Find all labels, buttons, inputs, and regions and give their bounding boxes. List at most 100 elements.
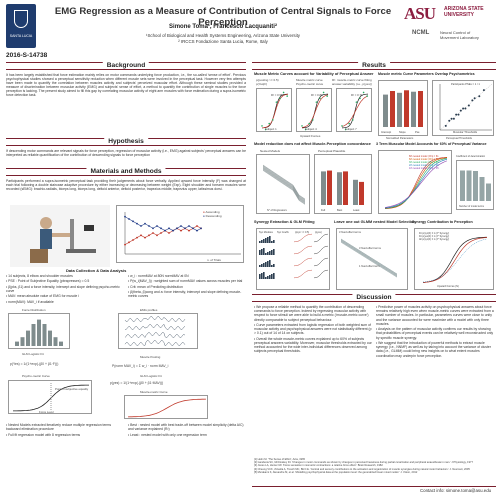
background-text: It has been largely established that for… (6, 73, 246, 98)
perceptual-plausible-chart (321, 170, 364, 205)
psychometric-title: Psycho-metric Curve (22, 374, 50, 378)
series-line-ascending (124, 225, 202, 245)
muscle-metric-curve-chart (127, 398, 207, 418)
force-distribution-panel (8, 313, 70, 349)
nested-curve (384, 158, 448, 209)
crest-icon (14, 10, 28, 28)
emg-profiles-chart (124, 316, 186, 346)
data-point (128, 241, 130, 244)
discussion-item: • We propose a reliable method to quanti… (254, 305, 369, 322)
scatter-point (450, 117, 453, 120)
coefficient-label: Coefficient of determination (456, 155, 486, 158)
muscle-curves-title: Muscle Metric Curves account for Variabi… (254, 72, 374, 76)
param-bar (383, 94, 388, 127)
synergy-weight (267, 252, 269, 255)
experiment-setup-illustration (10, 205, 110, 267)
plausible-bar (353, 179, 358, 205)
nested-models-label: Nested Models (260, 149, 281, 153)
emg-profiles-title: EMG profiles (140, 308, 158, 312)
plausible-bar (359, 181, 364, 205)
plausible-bar (343, 171, 348, 205)
synergy-weight (263, 272, 265, 279)
data-collection-item: • norm(MAV): MAV_i if available (6, 299, 54, 304)
ncml-label: Neural Control of Movement Laboratory (440, 30, 479, 40)
data-point (180, 229, 182, 232)
fixed-terms-1: 3 fixed effect terms (339, 231, 361, 234)
nested-model-line (262, 170, 306, 205)
three-muscle-panel: 8th nested model | R²p = 61 6th nested m… (378, 150, 452, 214)
legend-2: p(Yes|F) (256, 82, 268, 86)
synergy-weight (261, 273, 263, 279)
asu-logo: ASU ARIZONA STATE UNIVERSITY (404, 4, 496, 26)
logo-label: SANTA LUCIA (9, 34, 33, 38)
legend-2th: 2th nested model | R²p = 48 (409, 164, 439, 167)
discussion-item: • Predictive power of muscles activity o… (376, 305, 494, 326)
scatter-point (471, 99, 474, 102)
synergy-weight (273, 264, 275, 267)
nested-curve (384, 159, 448, 209)
muscular-thresholds-label: Muscular Thresholds (453, 131, 478, 134)
scatter-point (462, 107, 465, 110)
synergy-weight (265, 277, 267, 279)
emg-trace (124, 316, 186, 322)
section-background: Background (6, 62, 246, 70)
upward-forces-label: Upward Forces (300, 134, 321, 138)
data-point (268, 122, 270, 125)
pse-label: Pse (415, 131, 420, 134)
scatter-point (455, 113, 458, 116)
data-point (132, 239, 134, 241)
data-point (164, 229, 166, 232)
data-point (128, 218, 130, 220)
data-point (352, 119, 354, 121)
glm-logistic-title: GLM Logistic Fit (22, 352, 44, 356)
synergy-weight (269, 236, 271, 243)
nested-model-line (262, 165, 306, 200)
reference-item: [4] Cheung VCK, d'Avella A, Tresch MC, B… (254, 467, 470, 471)
synergy-weight (269, 275, 271, 279)
full-label: Full (321, 209, 326, 212)
muscle-metric-title: Muscle-metric Curve (140, 390, 168, 394)
scatter-point (452, 117, 455, 120)
fixed-terms-2: 3 fixed effect terms (359, 247, 381, 250)
syn-pyes-label: p(yes) (315, 231, 322, 234)
nested-model-line (262, 167, 306, 202)
reference-item: [5] Murakami K, Alexandre M, et al. 'Mod… (254, 470, 418, 474)
data-point (160, 232, 162, 234)
data-point (312, 119, 314, 121)
coefficient-bar (473, 171, 478, 201)
loo-chart (340, 238, 398, 278)
coefficient-bar (466, 170, 472, 201)
data-point (168, 232, 170, 234)
scatter-point (457, 113, 460, 116)
discussion-item: • Analysis on the pattern of muscular ac… (376, 327, 494, 340)
data-point (124, 215, 126, 218)
data-point (148, 225, 150, 227)
identity-line (439, 83, 493, 131)
subject-2-panel: R² = 0.89 Subject 4 (296, 88, 332, 132)
synergy-curve (293, 269, 313, 279)
muscle-metric-curve (301, 94, 329, 128)
data-point (172, 229, 174, 232)
synergy-weight (273, 240, 275, 243)
hypothesis-text: If descending motor commands are relevan… (6, 149, 246, 158)
nested-model-line (262, 169, 306, 204)
synergy-weight (267, 237, 269, 243)
poster-title: EMG Regression as a Measure of Contribut… (54, 6, 392, 28)
syn-modules-label: Syn Modules (259, 231, 273, 234)
synergy-weight (265, 262, 267, 267)
muscle-pooling-title: Muscle Pooling (140, 355, 161, 359)
loo-line (340, 238, 398, 275)
data-point (144, 236, 146, 239)
pse-label: Point of subjective equality (55, 387, 89, 391)
synergy-weight (267, 276, 269, 279)
nested-model-line (262, 164, 306, 200)
data-point (301, 125, 303, 127)
subject-3-r2: R² = 0.71 (351, 93, 363, 97)
plausible-bar (327, 170, 332, 205)
param-bar (390, 91, 395, 127)
data-point (148, 234, 150, 237)
contact-info: Contact info: simone.toma@asu.edu (420, 488, 492, 493)
legend-8th: 8th nested model | R²p = 61 (409, 155, 439, 158)
synergy-weight (269, 260, 271, 267)
force-bar (42, 324, 47, 346)
